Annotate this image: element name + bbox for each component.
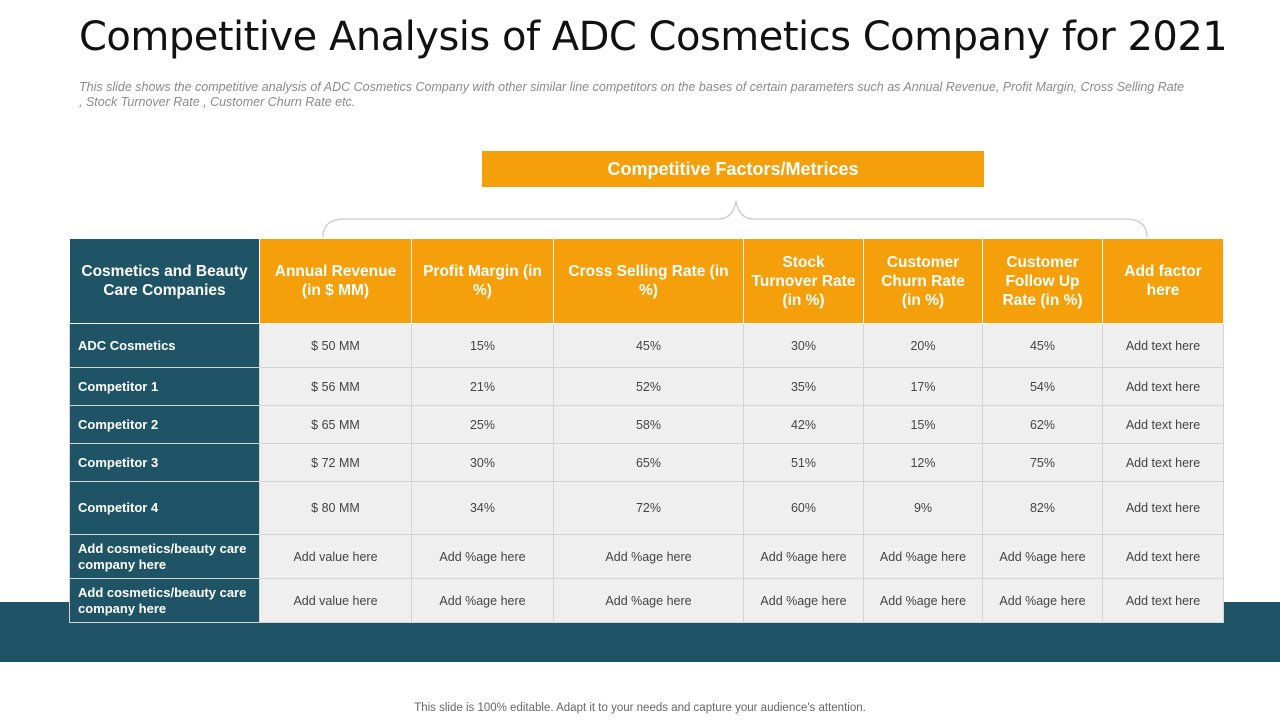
table-cell: 45% bbox=[982, 323, 1103, 368]
table-cell: 20% bbox=[863, 323, 983, 368]
table-cell: Add text here bbox=[1102, 323, 1224, 368]
company-name-cell: Competitor 1 bbox=[69, 367, 260, 406]
table-cell: 15% bbox=[411, 323, 554, 368]
footer-note: This slide is 100% editable. Adapt it to… bbox=[414, 702, 866, 714]
header-cell: Stock Turnover Rate (in %) bbox=[743, 238, 864, 324]
table-cell: 62% bbox=[982, 405, 1103, 444]
table-cell: Add text here bbox=[1102, 481, 1224, 535]
company-name-cell: Competitor 4 bbox=[69, 481, 260, 535]
table-cell: 30% bbox=[743, 323, 864, 368]
header-cell: Cosmetics and Beauty Care Companies bbox=[69, 238, 260, 324]
competitive-factors-banner: Competitive Factors/Metrices bbox=[482, 151, 984, 187]
table-cell: Add %age here bbox=[982, 578, 1103, 623]
table-cell: 82% bbox=[982, 481, 1103, 535]
table-cell: Add %age here bbox=[982, 534, 1103, 579]
header-cell: Annual Revenue (in $ MM) bbox=[259, 238, 412, 324]
table-cell: 75% bbox=[982, 443, 1103, 482]
slide-title: Competitive Analysis of ADC Cosmetics Co… bbox=[79, 14, 1228, 60]
table-cell: Add text here bbox=[1102, 367, 1224, 406]
table-cell: Add text here bbox=[1102, 578, 1224, 623]
table-cell: 15% bbox=[863, 405, 983, 444]
curly-brace-connector bbox=[322, 200, 1148, 238]
table-cell: Add %age here bbox=[553, 534, 744, 579]
table-cell: Add %age here bbox=[863, 578, 983, 623]
header-cell: Cross Selling Rate (in %) bbox=[553, 238, 744, 324]
company-name-cell: Add cosmetics/beauty care company here bbox=[69, 534, 260, 579]
company-name-cell: Competitor 3 bbox=[69, 443, 260, 482]
table-cell: 21% bbox=[411, 367, 554, 406]
table-cell: 45% bbox=[553, 323, 744, 368]
table-cell: 58% bbox=[553, 405, 744, 444]
table-cell: $ 56 MM bbox=[259, 367, 412, 406]
table-row: Add cosmetics/beauty care company here A… bbox=[69, 534, 1224, 579]
table-cell: 17% bbox=[863, 367, 983, 406]
table-cell: Add %age here bbox=[863, 534, 983, 579]
table-cell: 30% bbox=[411, 443, 554, 482]
table-cell: Add %age here bbox=[411, 534, 554, 579]
company-name-cell: Competitor 2 bbox=[69, 405, 260, 444]
competitive-analysis-table: Cosmetics and Beauty Care Companies Annu… bbox=[69, 238, 1224, 623]
table-row: Competitor 1 $ 56 MM 21% 52% 35% 17% 54%… bbox=[69, 367, 1224, 406]
table-cell: 9% bbox=[863, 481, 983, 535]
header-cell: Add factor here bbox=[1102, 238, 1224, 324]
table-cell: 12% bbox=[863, 443, 983, 482]
header-cell: Customer Churn Rate (in %) bbox=[863, 238, 983, 324]
table-row: ADC Cosmetics $ 50 MM 15% 45% 30% 20% 45… bbox=[69, 323, 1224, 368]
table-row: Competitor 3 $ 72 MM 30% 65% 51% 12% 75%… bbox=[69, 443, 1224, 482]
table-cell: $ 50 MM bbox=[259, 323, 412, 368]
table-cell: 54% bbox=[982, 367, 1103, 406]
table-cell: 35% bbox=[743, 367, 864, 406]
table-row: Competitor 2 $ 65 MM 25% 58% 42% 15% 62%… bbox=[69, 405, 1224, 444]
table-cell: $ 80 MM bbox=[259, 481, 412, 535]
table-cell: 65% bbox=[553, 443, 744, 482]
table-cell: 52% bbox=[553, 367, 744, 406]
slide-subtitle: This slide shows the competitive analysi… bbox=[79, 80, 1185, 109]
company-name-cell: ADC Cosmetics bbox=[69, 323, 260, 368]
table-cell: 51% bbox=[743, 443, 864, 482]
table-cell: Add value here bbox=[259, 534, 412, 579]
table-cell: Add %age here bbox=[411, 578, 554, 623]
table-cell: 34% bbox=[411, 481, 554, 535]
table-cell: Add %age here bbox=[743, 578, 864, 623]
table-row: Add cosmetics/beauty care company here A… bbox=[69, 578, 1224, 623]
table-row: Competitor 4 $ 80 MM 34% 72% 60% 9% 82% … bbox=[69, 481, 1224, 535]
table-cell: Add text here bbox=[1102, 443, 1224, 482]
table-cell: $ 72 MM bbox=[259, 443, 412, 482]
company-name-cell: Add cosmetics/beauty care company here bbox=[69, 578, 260, 623]
header-cell: Profit Margin (in %) bbox=[411, 238, 554, 324]
header-cell: Customer Follow Up Rate (in %) bbox=[982, 238, 1103, 324]
table-cell: Add text here bbox=[1102, 534, 1224, 579]
table-cell: Add %age here bbox=[553, 578, 744, 623]
table-cell: $ 65 MM bbox=[259, 405, 412, 444]
table-cell: 25% bbox=[411, 405, 554, 444]
table-cell: 72% bbox=[553, 481, 744, 535]
table-cell: Add %age here bbox=[743, 534, 864, 579]
table-cell: Add value here bbox=[259, 578, 412, 623]
table-header-row: Cosmetics and Beauty Care Companies Annu… bbox=[69, 238, 1224, 324]
table-cell: 60% bbox=[743, 481, 864, 535]
table-cell: Add text here bbox=[1102, 405, 1224, 444]
table-cell: 42% bbox=[743, 405, 864, 444]
